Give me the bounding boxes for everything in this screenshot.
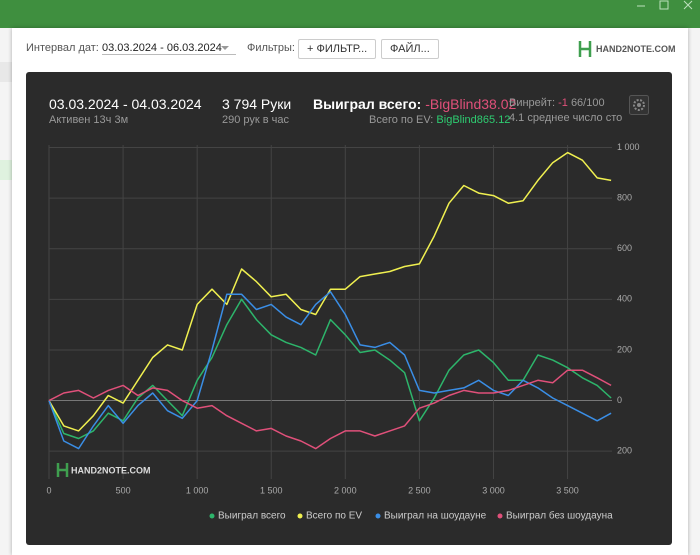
ev-label: Всего по EV: [369,114,434,126]
winrate-value: -1 [558,97,568,109]
period: 03.03.2024 - 04.03.2024 [49,96,202,112]
y-tick-label: 200 [617,344,632,354]
watermark: HAND2NOTE.COM [71,465,151,475]
winrate-unit: 66/100 [570,97,605,109]
settings-button[interactable] [629,95,649,115]
x-tick-label: 3 500 [556,485,579,495]
maximize[interactable] [659,0,669,10]
watermark-icon [56,463,69,477]
date-label: Интервал дат: [26,42,99,54]
y-tick-label: 1 000 [617,142,640,152]
logo-icon [578,41,592,57]
legend-label: Выиграл всего [218,511,286,522]
won-value: -BigBlind38.02 [425,96,517,112]
side [0,62,12,82]
y-tick-label: 200 [617,446,632,456]
winrate-label: Винрейт: [509,97,556,109]
x-tick-label: 3 000 [482,485,505,495]
ev-row: Всего по EV: BigBlind865.12 [369,114,510,126]
y-tick-label: 600 [617,243,632,253]
filters-label: Фильтры: [247,42,295,54]
active-time: Активен 13ч 3м [49,114,129,126]
x-tick-label: 1 000 [186,485,209,495]
ev-value: BigBlind865.12 [436,114,511,126]
hands-per-hour: 290 рук в час [222,114,290,126]
tables-avg: 4.1 среднее число сто [509,112,623,124]
dropdown-arrow [221,46,229,50]
series-line [48,298,612,440]
hands: 3 794 Руки [222,96,292,112]
x-tick-label: 2 000 [334,485,357,495]
title-bar [0,0,700,28]
won-row: Выиграл всего: -BigBlind38.02 [313,96,516,112]
y-tick-label: 0 [617,395,622,405]
legend-swatch [209,513,215,519]
winrate-row: Винрейт: -1 66/100 [509,97,605,109]
close[interactable] [683,0,693,10]
legend-swatch [497,513,503,519]
series-line [48,291,612,450]
file-button[interactable]: ФАЙЛ... [381,39,439,59]
filter-button[interactable]: + ФИЛЬТР... [298,39,377,59]
logo: HAND2NOTE.COM [596,44,676,54]
legend-label: Выиграл на шоудауне [384,511,487,522]
x-tick-label: 1 500 [260,485,283,495]
x-tick-label: 2 500 [408,485,431,495]
x-tick-label: 0 [46,485,51,495]
side [0,160,12,180]
window-controls [637,0,693,10]
legend-label: Выиграл без шоудауна [506,510,613,522]
x-tick-label: 500 [116,485,131,495]
series-line [48,369,612,450]
stats-card [26,72,672,545]
legend-swatch [297,513,303,519]
y-tick-label: 800 [617,193,632,203]
legend-label: Всего по EV [306,511,362,522]
won-label: Выиграл всего: [313,96,422,112]
date-range[interactable]: 03.03.2024 - 06.03.2024 [102,42,236,55]
series-line [48,151,612,432]
legend-swatch [375,513,381,519]
y-tick-label: 400 [617,294,632,304]
